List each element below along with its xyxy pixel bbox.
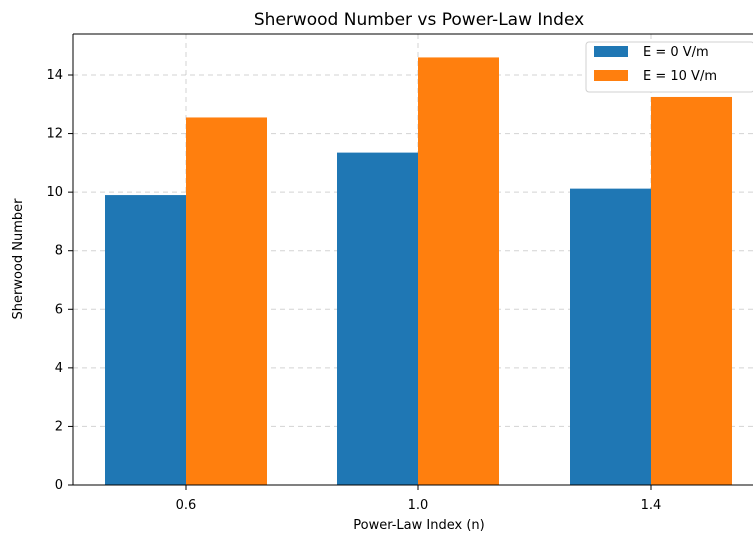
bar-e-10 bbox=[651, 96, 732, 485]
legend-swatch-e-10 bbox=[594, 70, 628, 81]
bar-e-10 bbox=[418, 57, 499, 486]
x-tick-label: 0.6 bbox=[176, 498, 197, 513]
legend-label-e-0: E = 0 V/m bbox=[643, 45, 709, 60]
x-tick-label: 1.4 bbox=[641, 498, 662, 513]
legend-swatch-e-0 bbox=[594, 46, 628, 57]
y-tick-label: 14 bbox=[46, 68, 63, 83]
bar-e-0 bbox=[337, 152, 418, 485]
y-tick-label: 8 bbox=[55, 244, 63, 259]
y-tick-label: 6 bbox=[55, 302, 63, 317]
x-axis-label: Power-Law Index (n) bbox=[353, 518, 484, 533]
legend-label-e-10: E = 10 V/m bbox=[643, 69, 717, 84]
y-tick-label: 4 bbox=[55, 361, 63, 376]
y-tick-label: 10 bbox=[46, 185, 63, 200]
ticks-layer: 0 2 4 6 8 10 12 14 0.6 1.0 1.4 bbox=[46, 68, 661, 513]
y-tick-label: 2 bbox=[55, 419, 63, 434]
x-tick-label: 1.0 bbox=[408, 498, 429, 513]
y-axis-label: Sherwood Number bbox=[11, 198, 26, 320]
y-tick-label: 12 bbox=[46, 127, 63, 142]
bar-e-0 bbox=[570, 188, 651, 485]
chart-title: Sherwood Number vs Power-Law Index bbox=[254, 10, 584, 30]
legend: E = 0 V/m E = 10 V/m bbox=[585, 41, 753, 93]
bar-e-10 bbox=[186, 117, 267, 485]
bars-layer bbox=[105, 57, 732, 486]
bar-e-0 bbox=[105, 195, 186, 486]
y-tick-label: 0 bbox=[55, 478, 63, 493]
